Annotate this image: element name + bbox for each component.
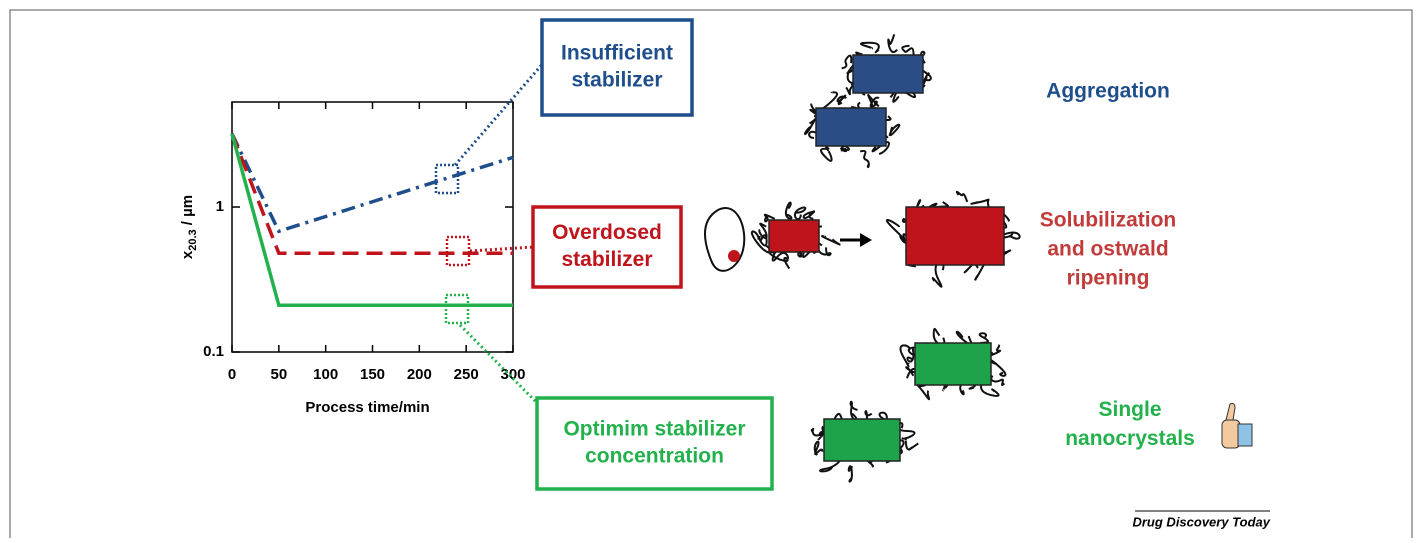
x-tick-label: 200 (407, 366, 432, 383)
callout-line (470, 247, 533, 251)
callout-square (446, 295, 468, 323)
micelle (705, 208, 744, 271)
crystal (853, 55, 923, 93)
stabilizer-chain (822, 236, 840, 245)
y-label-unit: / µm (179, 195, 196, 229)
stabilizer-chain (786, 203, 792, 219)
stabilizer-chain (890, 125, 900, 136)
x-tick-label: 100 (313, 366, 338, 383)
crystal (906, 207, 1004, 265)
label-box (533, 207, 681, 287)
stabilizer-chain (842, 56, 852, 69)
thumb-icon (1222, 420, 1240, 448)
label-box (537, 398, 772, 489)
outcome-label: Solubilization (1040, 209, 1177, 232)
x-tick-label: 150 (360, 366, 385, 383)
x-tick-label: 0 (228, 366, 236, 383)
crystal (915, 343, 991, 385)
stabilizer-chain (902, 46, 913, 55)
stabilizer-chain (991, 376, 1004, 385)
stabilizer-chain (860, 151, 869, 167)
stabilizer-chain (980, 333, 988, 343)
label-box-text: concentration (585, 445, 724, 468)
stabilizer-chain (957, 192, 967, 202)
x-tick-label: 250 (454, 366, 479, 383)
data-line (232, 134, 513, 232)
callout-line (455, 60, 546, 165)
stabilizer-chain (990, 360, 1006, 376)
stabilizer-chain (851, 402, 858, 420)
micelle-drop (728, 250, 740, 262)
callout-square (436, 165, 458, 193)
y-label-sub: 20.3 (187, 229, 199, 250)
plot-frame (232, 102, 513, 352)
outcome-label: nanocrystals (1065, 427, 1195, 450)
outcome-label: ripening (1067, 267, 1150, 290)
stabilizer-chain (861, 43, 879, 53)
stabilizer-chain (849, 466, 852, 482)
label-box-text: stabilizer (561, 248, 652, 271)
crystal (816, 108, 886, 146)
stabilizer-chain (888, 34, 897, 52)
x-tick-label: 50 (270, 366, 287, 383)
label-box-text: Optimim stabilizer (563, 418, 745, 441)
label-box-text: stabilizer (571, 69, 662, 92)
thumb-icon (1238, 424, 1252, 446)
stabilizer-chain (906, 440, 918, 450)
stabilizer-chain (918, 385, 929, 399)
crystal (824, 419, 900, 461)
outcome-label: and ostwald (1047, 238, 1168, 261)
y-tick-label: 0.1 (203, 343, 224, 360)
stabilizer-chain (804, 211, 815, 219)
label-box-text: Insufficient (561, 42, 673, 65)
x-axis-label: Process time/min (305, 399, 429, 416)
y-axis-label: x20.3 / µm (179, 195, 199, 259)
figure: 0501001502002503000.11Process time/minx2… (0, 0, 1422, 538)
footer: Drug Discovery Today (1132, 514, 1270, 529)
stabilizer-chain (887, 220, 906, 243)
outcome-label: Aggregation (1046, 80, 1170, 103)
thumb-icon (1226, 404, 1235, 421)
label-box (542, 20, 692, 115)
stabilizer-chain (841, 146, 849, 151)
stabilizer-chain (815, 442, 823, 455)
label-box-text: Overdosed (552, 221, 662, 244)
outcome-label: Single (1098, 398, 1161, 421)
callout-square (447, 237, 469, 265)
y-tick-label: 1 (216, 198, 224, 215)
arrow-head (860, 233, 872, 247)
stabilizer-chain (821, 147, 832, 161)
crystal (769, 220, 819, 252)
stabilizer-chain (838, 96, 847, 104)
data-line (232, 134, 513, 253)
